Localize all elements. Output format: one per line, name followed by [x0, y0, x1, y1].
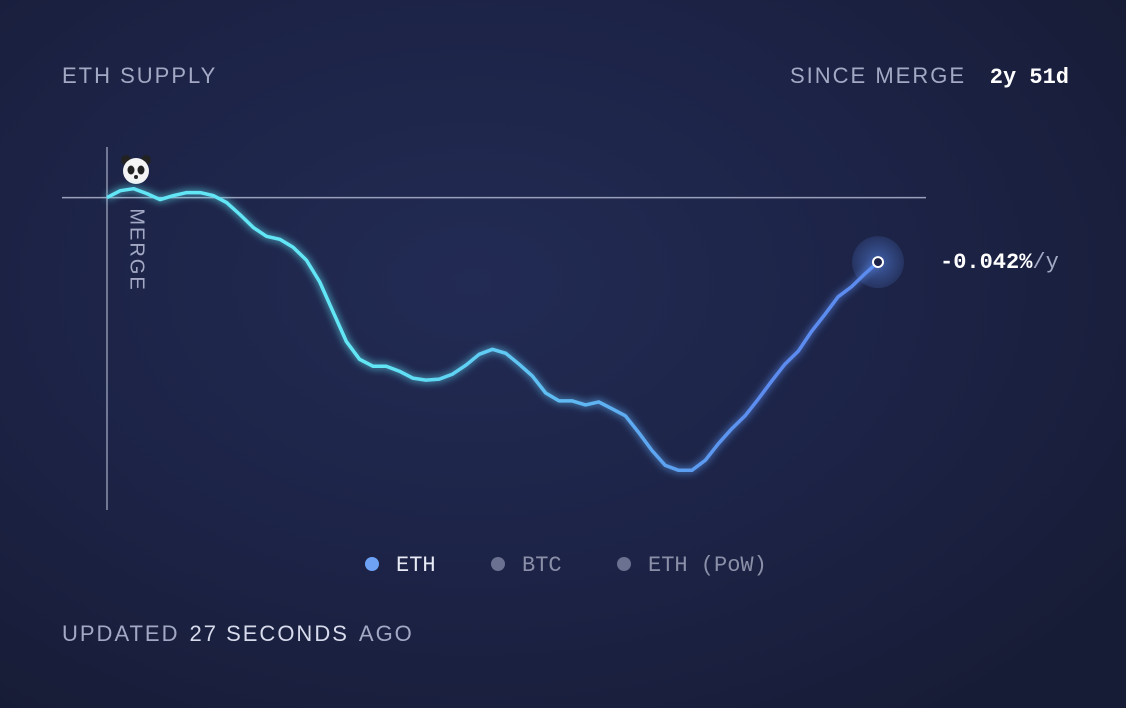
footer-suffix: AGO	[359, 621, 414, 646]
legend-label: ETH (PoW)	[648, 553, 767, 578]
panda-icon	[121, 155, 151, 184]
merge-label: MERGE	[126, 208, 148, 291]
footer: UPDATED 27 SECONDS AGO	[62, 621, 414, 646]
annotation-value: -0.042%	[940, 250, 1033, 275]
footer-time: 27 SECONDS	[190, 621, 349, 646]
legend-label: BTC	[522, 553, 562, 578]
period-label: SINCE MERGE	[790, 63, 966, 88]
legend-dot	[617, 557, 631, 571]
end-point	[872, 256, 884, 269]
annotation-unit: /y	[1032, 250, 1058, 275]
period-value: 2y 51d	[990, 65, 1069, 90]
legend-label: ETH	[396, 553, 436, 578]
annotation: -0.042%/y	[940, 250, 1059, 275]
footer-prefix: UPDATED	[62, 621, 180, 646]
legend-dot	[491, 557, 505, 571]
legend-dot	[365, 557, 379, 571]
title: ETH SUPPLY	[62, 63, 217, 88]
eth-line	[106, 186, 880, 473]
